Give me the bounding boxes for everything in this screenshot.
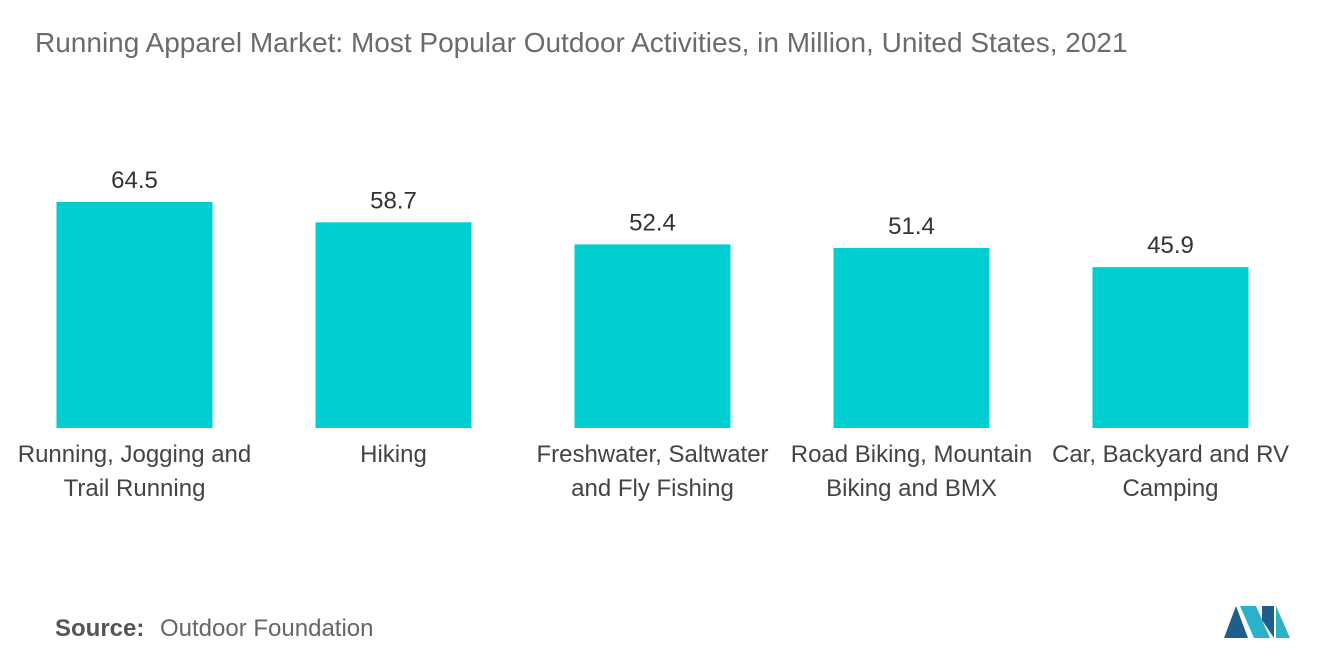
bar [315,222,472,428]
value-label: 58.7 [370,187,417,214]
bar [1092,267,1249,428]
chart-title: Running Apparel Market: Most Popular Out… [35,27,1128,58]
x-tick-label: Car, Backyard and RV Camping [1051,441,1289,502]
value-label: 52.4 [629,209,676,236]
logo [1224,606,1290,638]
bar [574,244,731,428]
source-label: Source: [55,615,144,642]
source-text: Outdoor Foundation [160,615,373,642]
value-label: 51.4 [888,213,935,240]
x-tick-label: Road Biking, Mountain Biking and BMX [790,441,1033,502]
x-tick-label: Running, Jogging and Trail Running [17,441,252,502]
bar [833,247,990,428]
x-tick-label: Hiking [360,441,427,468]
bar [56,202,213,428]
value-label: 64.5 [111,167,158,194]
value-label: 45.9 [1147,232,1194,259]
x-tick-label: Freshwater, Saltwater and Fly Fishing [536,441,769,502]
